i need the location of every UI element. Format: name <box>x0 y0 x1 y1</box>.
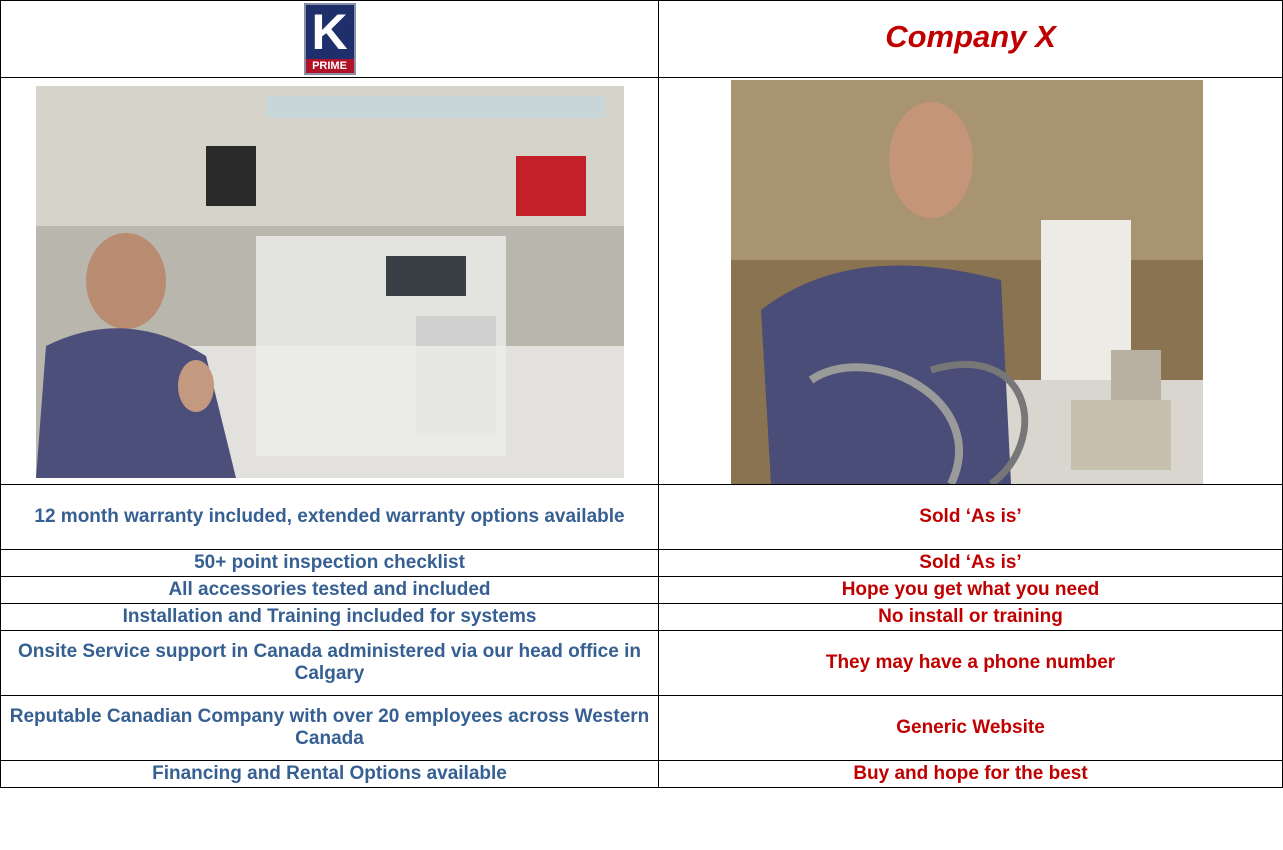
comparison-row: All accessories tested and included Hope … <box>0 576 1283 604</box>
company-x-feature: Sold ‘As is’ <box>658 484 1283 550</box>
logo-letter: K <box>311 4 348 60</box>
kprime-feature: Installation and Training included for s… <box>0 603 659 631</box>
comparison-table: K PRIME Company X <box>0 0 1283 788</box>
header-row: K PRIME Company X <box>0 0 1283 78</box>
comparison-row: 50+ point inspection checklist Sold ‘As i… <box>0 549 1283 577</box>
comparison-row: Reputable Canadian Company with over 20 … <box>0 695 1283 761</box>
logo: K PRIME <box>303 3 356 75</box>
photo-cell <box>0 77 659 485</box>
logo-cell: K PRIME <box>0 0 659 78</box>
company-x-feature: Hope you get what you need <box>658 576 1283 604</box>
kprime-feature: All accessories tested and included <box>0 576 659 604</box>
kprime-feature: Onsite Service support in Canada adminis… <box>0 630 659 696</box>
logo-word: PRIME <box>305 59 354 73</box>
kprime-feature: Financing and Rental Options available <box>0 760 659 788</box>
photo-row <box>0 77 1283 485</box>
company-title: Company X <box>885 18 1056 54</box>
comparison-row: Financing and Rental Options available Bu… <box>0 760 1283 788</box>
kprime-feature: 12 month warranty included, extended war… <box>0 484 659 550</box>
comparison-row: Onsite Service support in Canada adminis… <box>0 630 1283 696</box>
kprime-feature: 50+ point inspection checklist <box>0 549 659 577</box>
comparison-row: Installation and Training included for s… <box>0 603 1283 631</box>
company-x-feature: Sold ‘As is’ <box>658 549 1283 577</box>
company-x-feature: Generic Website <box>658 695 1283 761</box>
company-x-feature: They may have a phone number <box>658 630 1283 696</box>
company-x-feature: No install or training <box>658 603 1283 631</box>
title-cell: Company X <box>658 0 1283 78</box>
lab-photo <box>36 86 624 478</box>
table-body: K PRIME Company X <box>0 0 1283 788</box>
kprime-feature: Reputable Canadian Company with over 20 … <box>0 695 659 761</box>
company-x-feature: Buy and hope for the best <box>658 760 1283 788</box>
technician-photo <box>731 80 1203 484</box>
photo-cell <box>658 77 1283 485</box>
comparison-row: 12 month warranty included, extended war… <box>0 484 1283 550</box>
